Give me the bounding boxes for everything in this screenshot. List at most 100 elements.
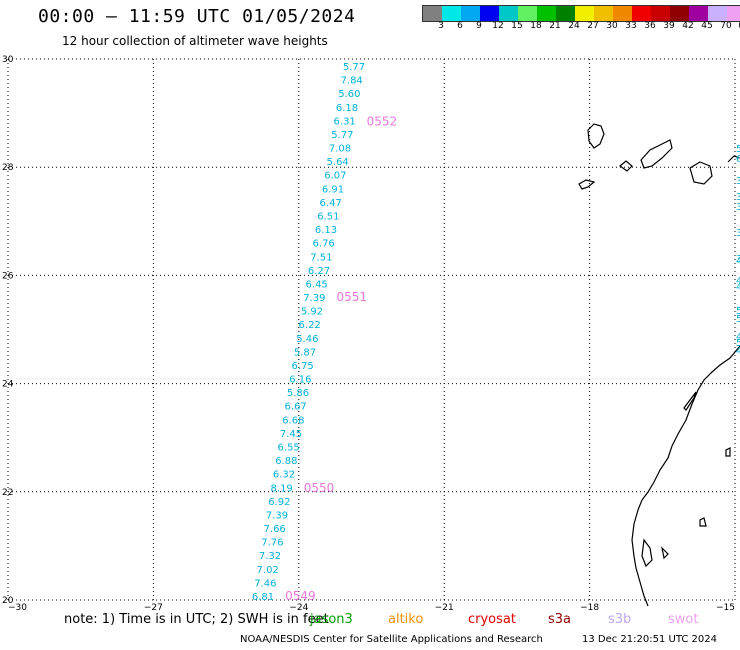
swh-value: 7.08 [329,144,351,155]
coastline [578,123,740,607]
colorbar-label: 21 [549,21,561,31]
colorbar-label: 9 [476,21,482,31]
footer-timestamp: 13 Dec 21:20:51 UTC 2024 [582,634,717,645]
swh-value: 7.45 [280,429,302,440]
swh-value: 6.18 [336,103,358,114]
map-subtitle: 12 hour collection of altimeter wave hei… [62,34,328,48]
pass-label: 0550 [304,481,335,495]
x-tick-label: −21 [435,603,454,612]
coast-inlet [641,538,653,568]
swh-value: 6.76 [313,239,335,250]
map-title: 00:00 – 11:59 UTC 01/05/2024 [38,6,356,27]
island-la-gomera [619,160,633,172]
swh-track: 5.77 7.84 5.60 6.18 6.31 5.77 7.08 5.64 6.07 6.91… [252,62,365,603]
edge-track: 5.6.3.3.3.3.3.4.4.4.05.75.84.85.54.5 [736,144,740,357]
colorbar-swatch [442,6,461,21]
colorbar-label: 45 [701,21,713,31]
satellite-legend-item: s3b [608,612,632,627]
footer-credit: NOAA/NESDIS Center for Satellite Applica… [240,634,543,645]
colorbar-swatch [461,6,480,21]
swh-value: 7.66 [264,524,286,535]
colorbar-swatch [537,6,556,21]
satellite-legend-item: swot [668,612,699,627]
pass-labels: 0552 0551 0550 0549 [285,115,397,603]
swh-value: 5.77 [331,130,353,141]
swh-value: 6.31 [334,116,356,127]
swh-value: 6.51 [317,211,339,222]
colorbar-label: (ft) [738,21,740,31]
swh-value: 6.91 [322,184,344,195]
edge-swh-value: 3. [736,254,740,265]
colorbar-label: 70 [720,21,732,31]
colorbar-swatch [651,6,670,21]
swh-value: 5.46 [296,334,318,345]
edge-swh-value: 4. [736,256,740,267]
edge-swh-value: 4.0 [736,282,740,293]
swh-value: 6.88 [275,456,297,467]
colorbar-label: 30 [606,21,618,31]
colorbar-label: 3 [438,21,444,31]
swh-value: 6.81 [252,592,274,603]
y-tick-label: 22 [2,488,13,498]
edge-swh-value: 3. [736,192,740,203]
swh-value: 6.16 [289,375,311,386]
swh-value: 7.39 [266,510,288,521]
swh-value: 5.92 [301,307,323,318]
edge-swh-value: 5.5 [736,338,740,349]
colorbar-label: 33 [625,21,637,31]
x-tick-label: −27 [144,603,163,612]
dakhla-peninsula [683,391,697,411]
lat-lon-grid [7,58,736,601]
edge-swh-value: 4.8 [736,332,740,343]
island-la-palma [587,123,605,149]
edge-swh-value: 5.7 [736,306,740,317]
colorbar-label: 15 [511,21,523,31]
colorbar-swatch [689,6,708,21]
y-tick-label: 28 [2,163,14,173]
swh-value: 6.32 [273,470,295,481]
islet [725,447,731,457]
coast-detail [661,546,669,560]
swh-value: 6.67 [285,402,307,413]
colorbar-swatch [556,6,575,21]
swh-value: 6.45 [306,279,328,290]
edge-swh-value: 4. [736,276,740,287]
pass-label: 0551 [337,290,368,304]
colorbar-swatch [632,6,651,21]
swh-value: 5.64 [327,157,349,168]
swh-value: 7.84 [341,76,363,87]
x-tick-label: −18 [580,603,599,612]
y-tick-label: 26 [2,271,14,281]
satellite-legend-item: cryosat [468,612,516,627]
x-tick-label: −30 [8,603,27,612]
edge-swh-value: 6. [736,154,740,165]
colorbar-label: 39 [663,21,675,31]
colorbar-label: 18 [530,21,542,31]
colorbar-swatch [518,6,537,21]
colorbar-swatch [594,6,613,21]
edge-swh-value: 5.8 [736,314,740,325]
colorbar-label: 36 [644,21,656,31]
swh-value: 6.47 [320,198,342,209]
swh-value: 7.51 [310,252,332,263]
colorbar-swatch [499,6,518,21]
colorbar-swatch [727,6,740,21]
swh-value: 7.39 [303,293,325,304]
edge-swh-value: 4.5 [736,346,740,357]
swh-value: 6.07 [324,171,346,182]
colorbar-swatch [423,6,442,21]
banc-arguin [699,517,707,527]
edge-swh-value: 3. [736,228,740,239]
swh-value: 7.46 [254,578,276,589]
swh-value: 6.22 [299,320,321,331]
swh-value: 7.76 [261,538,283,549]
colorbar [422,5,740,22]
x-tick-label: −15 [716,603,735,612]
colorbar-swatch [708,6,727,21]
y-tick-label: 30 [2,55,14,65]
colorbar-swatch [575,6,594,21]
edge-swh-value: 3. [736,202,740,213]
altimeter-map: 5.77 7.84 5.60 6.18 6.31 5.77 7.08 5.64 6.07 6.91… [2,55,740,612]
swh-value: 6.68 [282,415,304,426]
swh-value: 5.87 [294,347,316,358]
